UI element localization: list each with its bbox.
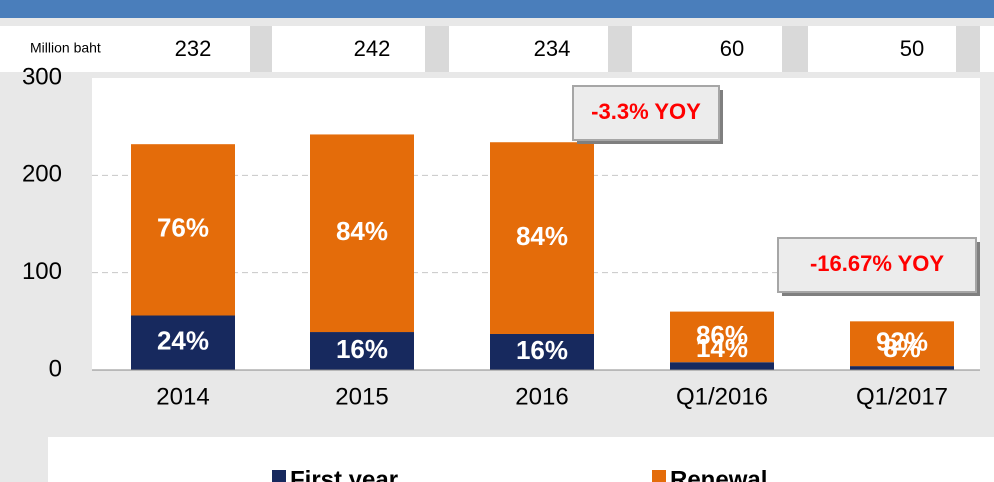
row-divider xyxy=(782,26,808,72)
segment-label: 8% xyxy=(883,333,921,363)
segment-label: 16% xyxy=(516,335,568,365)
annotation-box xyxy=(777,237,977,293)
bar-segment xyxy=(131,144,235,316)
bar-segment xyxy=(850,321,954,367)
annotation-box xyxy=(572,85,720,141)
x-tick-label: Q1/2017 xyxy=(856,383,948,410)
bar-segment xyxy=(670,311,774,363)
total-label: 234 xyxy=(534,36,571,61)
y-tick-label: 300 xyxy=(22,63,62,90)
legend-swatch xyxy=(272,470,286,482)
x-tick-label: 2016 xyxy=(515,383,568,410)
bar-segment xyxy=(670,362,774,370)
bar-segment xyxy=(310,332,414,370)
segment-label: 84% xyxy=(516,221,568,251)
header-band xyxy=(0,0,994,18)
legend-label: Renewal xyxy=(670,466,767,482)
axis-label: Million baht xyxy=(30,40,101,56)
segment-label: 76% xyxy=(157,213,209,243)
segment-label: 14% xyxy=(696,333,748,363)
x-tick-label: 2015 xyxy=(335,383,388,410)
segment-label: 92% xyxy=(876,327,928,357)
y-tick-label: 200 xyxy=(22,161,62,188)
bar-segment xyxy=(310,134,414,333)
segment-label: 16% xyxy=(336,334,388,364)
legend-label: First year xyxy=(290,466,398,482)
total-label: 242 xyxy=(354,36,391,61)
x-tick-label: 2014 xyxy=(156,383,209,410)
annotation: -3.3% YOY xyxy=(591,99,701,124)
legend-swatch xyxy=(652,470,666,482)
row-divider xyxy=(425,26,449,72)
legend-box xyxy=(48,437,994,482)
y-tick-label: 100 xyxy=(22,258,62,285)
row-divider xyxy=(956,26,980,72)
total-label: 232 xyxy=(175,36,212,61)
segment-label: 84% xyxy=(336,216,388,246)
totals-row xyxy=(0,26,994,72)
bar-segment xyxy=(490,333,594,370)
bar-segment xyxy=(850,366,954,370)
bar-segment xyxy=(131,315,235,370)
total-label: 60 xyxy=(720,36,744,61)
segment-label: 24% xyxy=(157,326,209,356)
row-divider xyxy=(250,26,272,72)
annotation: -16.67% YOY xyxy=(810,251,944,276)
total-label: 50 xyxy=(900,36,924,61)
bar-segment xyxy=(490,142,594,334)
x-tick-label: Q1/2016 xyxy=(676,383,768,410)
segment-label: 86% xyxy=(696,320,748,350)
y-tick-label: 0 xyxy=(49,355,62,382)
row-divider xyxy=(608,26,632,72)
